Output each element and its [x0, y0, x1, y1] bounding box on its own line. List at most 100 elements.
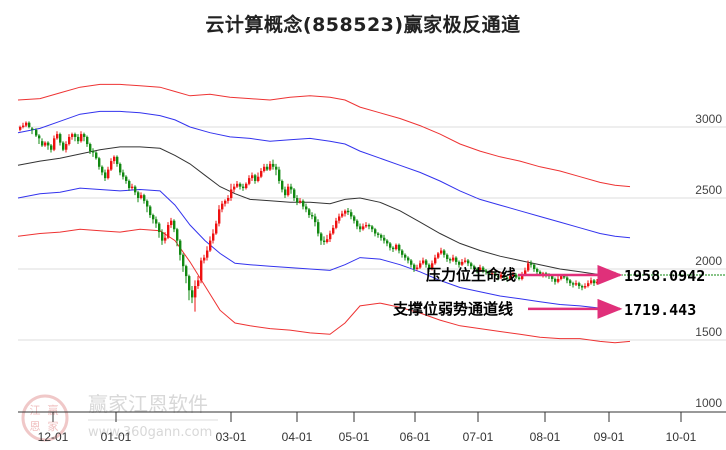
- candle-up: [209, 240, 212, 251]
- candle-down: [401, 250, 404, 255]
- y-axis: 1000 1500 2000 2500 3000: [695, 112, 722, 410]
- candle-down: [182, 254, 185, 267]
- candle-up: [245, 183, 248, 189]
- candle-up: [365, 224, 368, 227]
- candle-down: [173, 220, 176, 230]
- candle-down: [314, 216, 317, 223]
- candle-down: [428, 264, 431, 269]
- candle-up: [230, 189, 233, 198]
- candle-up: [110, 161, 113, 170]
- candle-up: [329, 233, 332, 240]
- candle-down: [533, 264, 536, 269]
- candle-up: [422, 260, 425, 264]
- candle-down: [380, 234, 383, 238]
- candle-down: [89, 144, 92, 152]
- candle-down: [350, 212, 353, 217]
- candle-up: [113, 156, 116, 162]
- y-tick-label: 1000: [695, 396, 722, 410]
- price-candles: [19, 121, 617, 312]
- candle-down: [455, 257, 458, 262]
- candle-up: [440, 250, 443, 254]
- candle-up: [521, 274, 524, 279]
- candle-down: [104, 172, 107, 179]
- candle-down: [122, 172, 125, 177]
- candle-up: [362, 226, 365, 230]
- candle-up: [19, 127, 22, 130]
- x-tick-label: 04-01: [282, 430, 313, 444]
- middle-line: [17, 146, 616, 276]
- candle-up: [584, 286, 587, 288]
- candle-down: [515, 274, 518, 278]
- candle-down: [485, 270, 488, 272]
- candle-down: [308, 209, 311, 216]
- candle-down: [35, 129, 38, 136]
- candle-down: [425, 260, 428, 265]
- candle-down: [404, 254, 407, 258]
- candle-up: [107, 169, 110, 179]
- candle-down: [59, 134, 62, 143]
- candle-down: [371, 226, 374, 230]
- candle-down: [305, 206, 308, 210]
- candle-down: [356, 220, 359, 227]
- candle-down: [146, 200, 149, 207]
- candle-down: [149, 206, 152, 216]
- support-line-label: 支撑位弱势通道线: [392, 300, 513, 318]
- candle-down: [398, 244, 401, 251]
- candle-down: [359, 226, 362, 230]
- candle-down: [278, 169, 281, 181]
- candle-up: [287, 186, 290, 196]
- candle-down: [158, 223, 161, 233]
- candle-up: [452, 257, 455, 261]
- candle-down: [473, 266, 476, 269]
- candle-down: [128, 180, 131, 189]
- candle-down: [155, 219, 158, 224]
- channel-lines: [17, 83, 631, 344]
- candle-up: [464, 260, 467, 262]
- candle-down: [374, 229, 377, 234]
- watermark-seal-icon: [21, 394, 69, 442]
- candle-down: [482, 267, 485, 271]
- candle-up: [395, 244, 398, 250]
- x-tick-label: 08-01: [530, 430, 561, 444]
- candle-down: [272, 163, 275, 167]
- candle-down: [179, 240, 182, 255]
- candle-down: [377, 233, 380, 235]
- candle-up: [596, 281, 599, 284]
- candle-up: [203, 257, 206, 261]
- candle-up: [233, 186, 236, 190]
- candle-down: [143, 195, 146, 201]
- candle-down: [410, 260, 413, 265]
- candle-up: [509, 276, 512, 279]
- candle-down: [62, 142, 65, 150]
- x-axis: 12-01 01-01 03-01 04-01 05-01 06-01 07-01 08-01…: [18, 411, 726, 444]
- x-tick-label: 09-01: [594, 430, 625, 444]
- candle-up: [602, 276, 605, 279]
- candle-down: [74, 134, 77, 137]
- candle-up: [251, 175, 254, 179]
- candle-up: [587, 283, 590, 287]
- candle-up: [419, 263, 422, 268]
- x-tick-label: 12-01: [38, 430, 69, 444]
- candle-up: [527, 263, 530, 271]
- candle-down: [137, 192, 140, 198]
- candle-down: [125, 176, 128, 181]
- candle-up: [557, 278, 560, 282]
- pressure-line-value: 1958.0942: [624, 267, 705, 285]
- candle-up: [431, 263, 434, 269]
- candle-up: [332, 227, 335, 234]
- candle-down: [566, 277, 569, 281]
- candle-down: [353, 216, 356, 221]
- candle-down: [296, 198, 299, 203]
- candle-down: [554, 278, 557, 282]
- candle-up: [206, 250, 209, 258]
- candle-down: [458, 261, 461, 265]
- candle-down: [86, 136, 89, 145]
- candle-down: [50, 145, 53, 150]
- pressure-line-label: 压力位生命线: [426, 266, 516, 284]
- candle-up: [25, 122, 28, 126]
- candle-up: [22, 125, 25, 127]
- candle-up: [263, 166, 266, 172]
- candle-down: [368, 224, 371, 227]
- candle-up: [491, 273, 494, 275]
